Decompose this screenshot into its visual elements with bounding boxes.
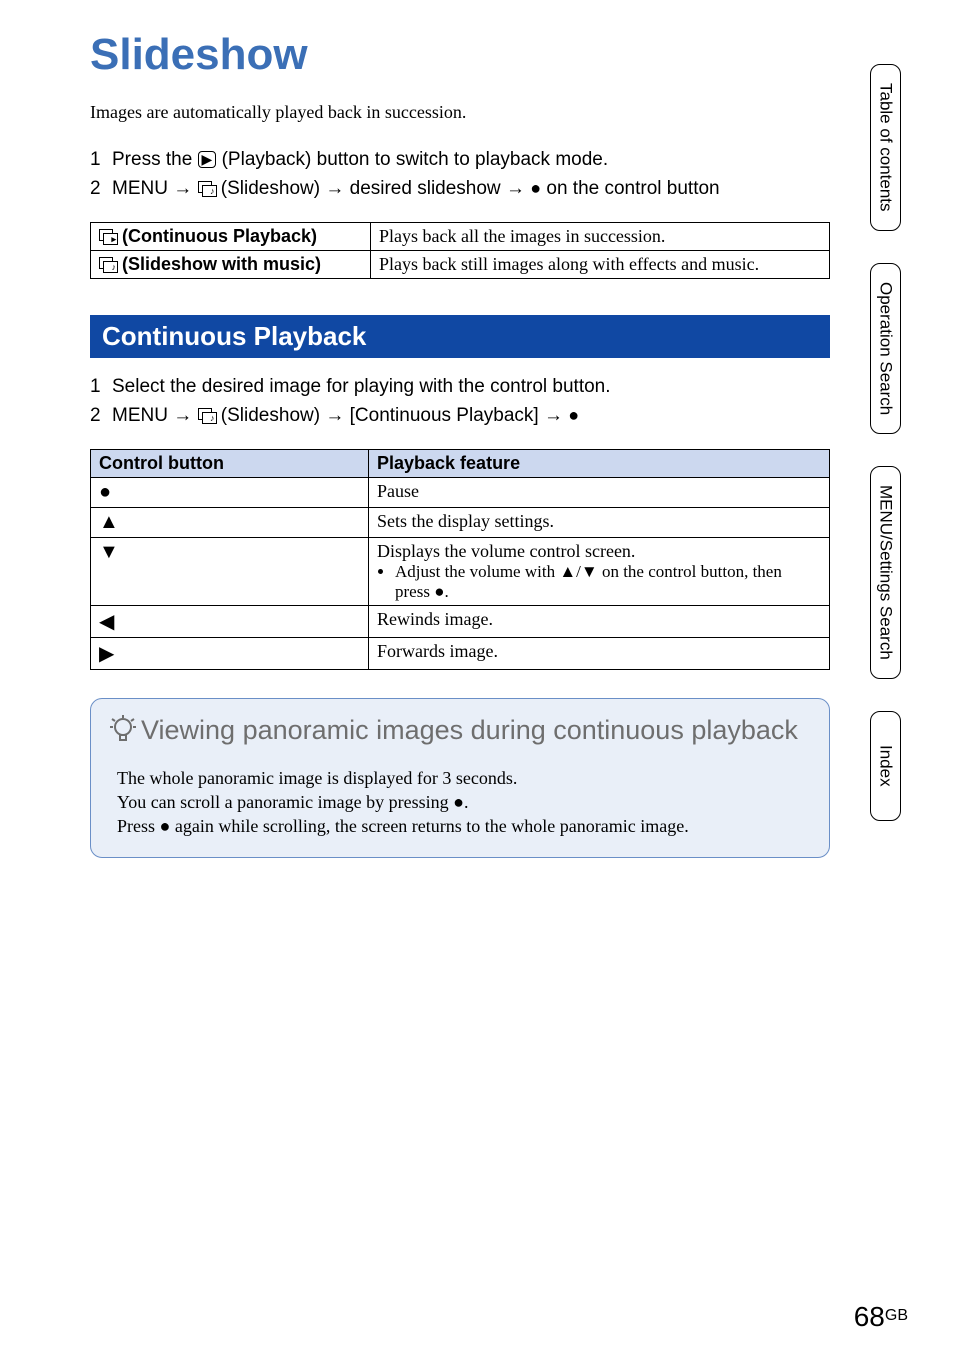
center-button-icon: ● [453,792,464,812]
step2-a: MENU [112,178,173,199]
control-feature: Rewinds image. [369,605,830,637]
control-feature-line: Displays the volume control screen. [377,541,635,561]
arrow-icon: → [506,178,525,199]
control-feature: Sets the display settings. [369,507,830,537]
step1-pre: Press the [112,149,198,170]
opt1-value: Plays back all the images in succession. [371,222,830,250]
step-number: 2 [90,174,112,203]
playback-icon: ▶ [198,151,217,168]
tab-table-of-contents[interactable]: Table of contents [870,64,901,231]
steps-block-1: 1 Press the ▶ (Playback) button to switc… [90,145,830,204]
arrow-icon: → [173,405,192,426]
step-number: 1 [90,372,112,401]
center-button-icon: ● [160,816,171,836]
tip-title-text: Viewing panoramic images during continuo… [141,713,798,752]
tab-index[interactable]: Index [870,711,901,821]
section-heading: Continuous Playback [90,315,830,358]
opt1-label: (Continuous Playback) [117,226,317,246]
step2-b: (Slideshow) [216,178,326,199]
tip-bulb-icon [109,715,137,754]
arrow-icon: → [325,405,344,426]
tip-line-3a: Press [117,816,160,836]
cp-step2-c: [Continuous Playback] [344,405,544,426]
options-table: (Continuous Playback) Plays back all the… [90,222,830,279]
control-button-symbol: ▼ [91,537,369,605]
control-button-symbol: ▲ [91,507,369,537]
tab-operation-search[interactable]: Operation Search [870,263,901,434]
cp-step1: Select the desired image for playing wit… [112,372,830,401]
arrow-icon: → [544,405,563,426]
control-button-symbol: ▶ [91,637,369,669]
tip-line-2a: You can scroll a panoramic image by pres… [117,792,453,812]
step2-c: desired slideshow [344,178,506,199]
tip-line-1: The whole panoramic image is displayed f… [117,766,811,790]
control-feature: Forwards image. [369,637,830,669]
opt2-value: Plays back still images along with effec… [371,250,830,278]
control-feature-bullet: Adjust the volume with ▲/▼ on the contro… [395,562,782,601]
step1-post: (Playback) button to switch to playback … [216,149,608,170]
slideshow-icon [198,181,216,195]
page-number-suffix: GB [885,1307,908,1324]
control-feature: Displays the volume control screen. Adju… [369,537,830,605]
slideshow-music-icon [99,257,117,271]
cp-step2-b: (Slideshow) [216,405,326,426]
tip-box: Viewing panoramic images during continuo… [90,698,830,858]
tip-line-2b: . [464,792,469,812]
page-title: Slideshow [90,30,830,80]
control-button-symbol: ● [91,477,369,507]
tab-menu-settings-search[interactable]: MENU/Settings Search [870,466,901,679]
tip-line-3b: again while scrolling, the screen return… [170,816,688,836]
cp-step2-a: MENU [112,405,173,426]
controls-table: Control button Playback feature ● Pause … [90,449,830,670]
control-button-symbol: ◀ [91,605,369,637]
intro-text: Images are automatically played back in … [90,102,830,123]
side-nav-tabs: Table of contents Operation Search MENU/… [870,64,922,853]
controls-header-1: Control button [91,449,369,477]
step2-d: on the control button [541,178,720,199]
arrow-icon: → [325,178,344,199]
step-number: 1 [90,145,112,174]
steps-block-2: 1 Select the desired image for playing w… [90,372,830,431]
opt2-label: (Slideshow with music) [117,254,321,274]
center-button-icon: ● [530,178,541,198]
continuous-playback-icon [99,229,117,243]
page-number: 68GB [854,1301,908,1333]
slideshow-icon [198,408,216,422]
step-number: 2 [90,401,112,430]
control-feature: Pause [369,477,830,507]
page-number-value: 68 [854,1301,885,1332]
center-button-icon: ● [568,405,579,425]
arrow-icon: → [173,178,192,199]
controls-header-2: Playback feature [369,449,830,477]
